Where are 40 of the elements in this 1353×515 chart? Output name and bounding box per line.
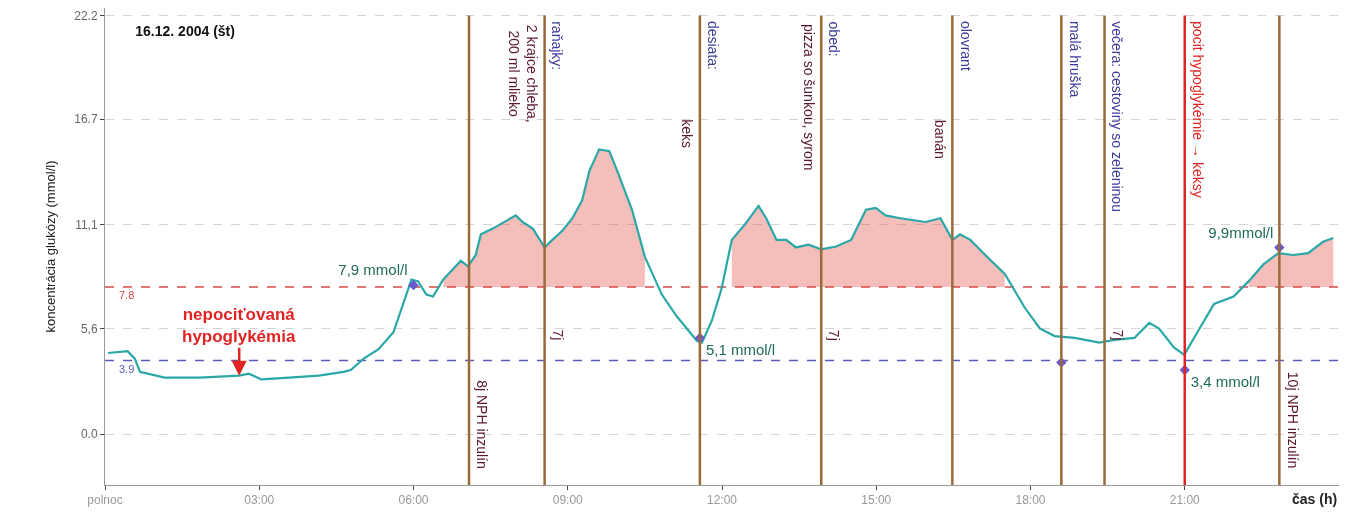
annotation: nepociťovaná hypoglykémia [182,305,296,347]
x-axis-title: čas (h) [1292,491,1338,507]
x-tick-label: 18:00 [1015,493,1046,508]
x-tick-label: 15:00 [861,493,892,508]
ref-line-label: pocit hypoglykémie → keksy [1189,21,1206,198]
x-tick-label: 21:00 [1169,493,1201,508]
ref-line-label: raňajky: [549,21,566,71]
annotation: 7j [1109,329,1126,341]
ref-line-label: desiata: [704,20,721,70]
ref-line-label: 3.9 [119,363,135,375]
ref-line-label: večera: cestoviny so zeleninou [1109,21,1126,212]
data-label: 5,1 mmol/l [705,341,776,359]
data-label: 7,9 mmol/l [338,261,408,279]
annotation: 8j NPH inzulín [474,380,491,469]
annotation: 7j [549,329,566,341]
annotation: banán [931,119,948,159]
y-tick-label: 11,1 [75,218,98,233]
y-axis-title: koncentrácia glukózy (mmol/l) [43,160,59,333]
x-tick-label: 12:00 [706,493,738,508]
y-tick-label: 0.0 [80,427,98,442]
x-tick-label: 06:00 [398,493,429,508]
y-tick-label: 16.7 [74,112,98,127]
annotation: pizza so šunkou, syrom [800,24,817,171]
annotation: 10j NPH inzulín [1284,371,1301,469]
annotation: 7j [826,329,843,341]
ref-line-label: obed: [826,21,843,57]
y-tick-label: 22.2 [74,8,98,23]
point [408,279,419,291]
data-label: 9,9mmol/l [1208,223,1274,241]
ref-line-label: 7.8 [119,289,135,301]
annotation: keks [679,119,696,149]
x-tick-label: 03:00 [244,493,275,508]
annotation: 2 krajce chleba, 200 ml mlieko [505,24,540,123]
x-tick-label: 09:00 [552,493,584,508]
data-label: 3,4 mmol/l [1190,373,1260,391]
x-tick-label: polnoc [87,493,123,508]
text: 16.12. 2004 (št) [135,22,235,39]
ref-line-label: malá hruška [1066,20,1083,98]
ref-line-label: olovrant [957,20,974,71]
y-tick-label: 5,6 [80,321,98,336]
